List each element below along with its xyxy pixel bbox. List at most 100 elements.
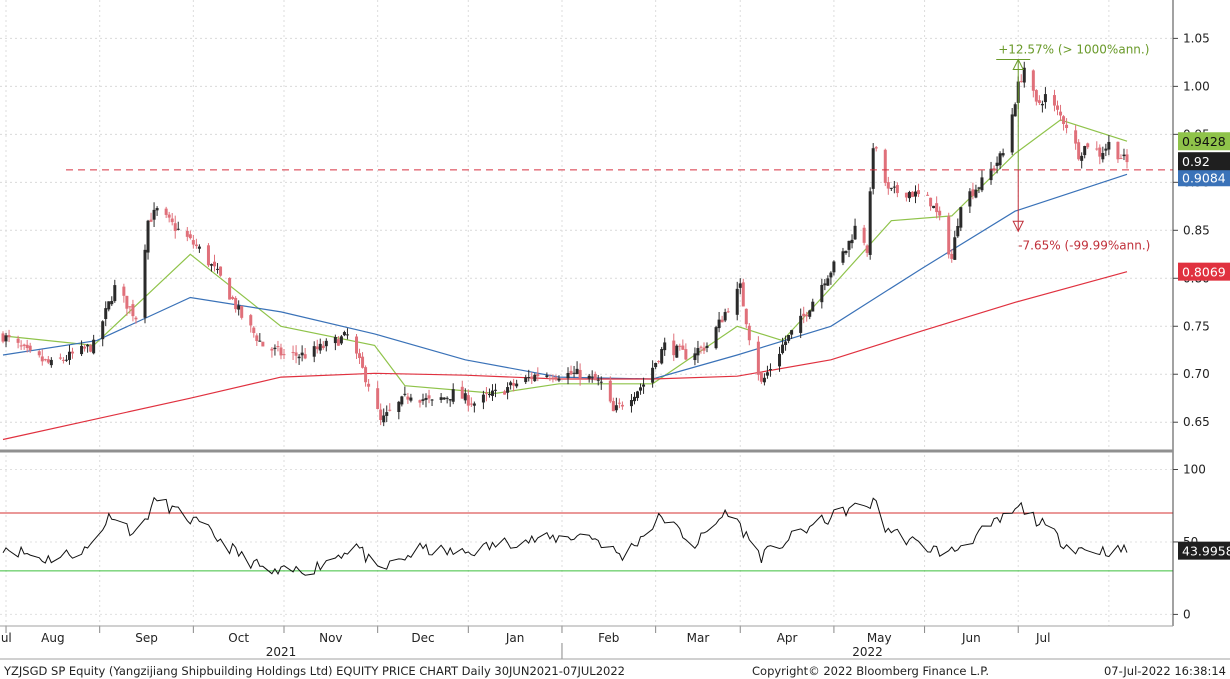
candle-up xyxy=(642,384,646,387)
candle-down xyxy=(234,297,238,310)
candle-up xyxy=(1083,146,1087,156)
candle-up xyxy=(49,359,53,366)
candle-down xyxy=(364,367,368,383)
candle-down xyxy=(756,341,760,375)
candle-down xyxy=(720,319,724,323)
candle-up xyxy=(907,192,911,199)
rsi-tick-label: 100 xyxy=(1183,462,1206,476)
candle-down xyxy=(279,347,283,356)
candle-down xyxy=(620,404,624,407)
candle-down xyxy=(608,380,612,402)
candle-up xyxy=(696,348,700,356)
candle-up xyxy=(913,191,917,197)
ma-long-value-label: 0.8069 xyxy=(1182,265,1226,280)
candle-up xyxy=(1104,148,1108,151)
candle-down xyxy=(28,345,32,351)
candle-down xyxy=(355,336,359,354)
candle-up xyxy=(998,153,1002,166)
candle-down xyxy=(1074,130,1078,144)
candle-up xyxy=(463,393,467,401)
candle-up xyxy=(844,250,848,254)
candle-up xyxy=(1001,153,1005,156)
candle-down xyxy=(1098,147,1102,157)
candle-down xyxy=(971,189,975,196)
candle-up xyxy=(557,378,561,381)
candle-down xyxy=(536,374,540,377)
month-label: Jun xyxy=(961,631,981,645)
candle-up xyxy=(705,345,709,348)
candle-up xyxy=(176,228,180,230)
candle-up xyxy=(663,342,667,351)
footer-copyright: Copyright© 2022 Bloomberg Finance L.P. xyxy=(752,664,989,678)
candle-up xyxy=(723,312,727,321)
candle-up xyxy=(1040,103,1044,106)
candle-down xyxy=(282,354,286,356)
candle-up xyxy=(808,310,812,317)
candle-down xyxy=(167,214,171,218)
candle-up xyxy=(509,382,513,386)
candle-down xyxy=(228,277,232,300)
candle-down xyxy=(1125,154,1129,163)
candle-down xyxy=(16,338,20,343)
candle-down xyxy=(551,377,555,379)
candle-down xyxy=(22,344,26,346)
candle-up xyxy=(424,397,428,400)
loss-arrow-head xyxy=(1012,220,1025,233)
candle-up xyxy=(1107,141,1111,150)
candle-up xyxy=(787,335,791,341)
candle-down xyxy=(469,403,473,405)
candle-down xyxy=(1095,148,1099,150)
candle-up xyxy=(342,332,346,336)
candle-up xyxy=(107,301,111,310)
candle-down xyxy=(61,359,65,361)
candle-down xyxy=(569,370,573,375)
candle-up xyxy=(639,387,643,391)
candle-up xyxy=(445,397,449,399)
candle-down xyxy=(744,308,748,325)
candle-up xyxy=(318,343,322,351)
candle-up xyxy=(572,372,576,374)
candle-down xyxy=(1052,95,1056,106)
candle-down xyxy=(503,391,507,395)
candle-up xyxy=(67,351,71,360)
candle-down xyxy=(512,383,516,386)
candle-down xyxy=(554,376,558,379)
candle-up xyxy=(1101,152,1105,160)
candle-up xyxy=(104,308,108,320)
candle-up xyxy=(892,186,896,188)
candle-up xyxy=(1013,104,1017,117)
candle-up xyxy=(209,264,213,266)
ma-short-value-label-bg xyxy=(1178,132,1230,151)
candle-up xyxy=(995,162,999,167)
candle-down xyxy=(270,348,274,351)
last-price-label: 0.92 xyxy=(1182,154,1210,169)
candle-down xyxy=(672,340,676,356)
candle-up xyxy=(823,283,827,286)
candle-down xyxy=(611,401,615,412)
month-label: Jan xyxy=(505,631,525,645)
candle-up xyxy=(297,356,301,359)
candle-down xyxy=(191,240,195,245)
rsi-line xyxy=(2,496,1128,576)
candle-up xyxy=(439,397,443,400)
candle-up xyxy=(101,321,105,340)
candle-down xyxy=(895,185,899,194)
candle-down xyxy=(418,400,422,403)
value-labels: 0.9084 0.9428 0.92 0.8069 43.9958 xyxy=(1178,132,1230,560)
ma-mid-value-label-bg xyxy=(1178,168,1230,187)
candle-down xyxy=(935,203,939,213)
candle-up xyxy=(324,340,328,347)
candle-down xyxy=(617,402,621,404)
candle-up xyxy=(451,389,455,402)
candle-up xyxy=(790,330,794,335)
candle-up xyxy=(829,272,833,278)
candle-down xyxy=(886,182,890,189)
candle-down xyxy=(170,218,174,223)
candle-down xyxy=(367,383,371,387)
candle-down xyxy=(358,353,362,359)
candle-up xyxy=(654,362,658,368)
candle-up xyxy=(86,344,90,347)
candle-down xyxy=(862,227,866,243)
candle-up xyxy=(442,397,446,400)
candle-up xyxy=(596,379,600,381)
